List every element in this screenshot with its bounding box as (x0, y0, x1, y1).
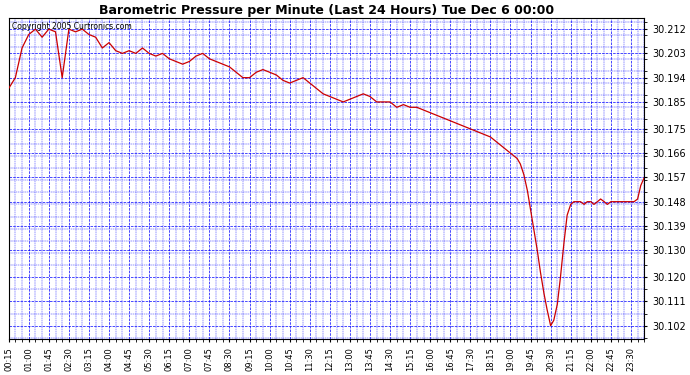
Text: Copyright 2005 Curtronics.com: Copyright 2005 Curtronics.com (12, 21, 132, 30)
Title: Barometric Pressure per Minute (Last 24 Hours) Tue Dec 6 00:00: Barometric Pressure per Minute (Last 24 … (99, 4, 554, 17)
